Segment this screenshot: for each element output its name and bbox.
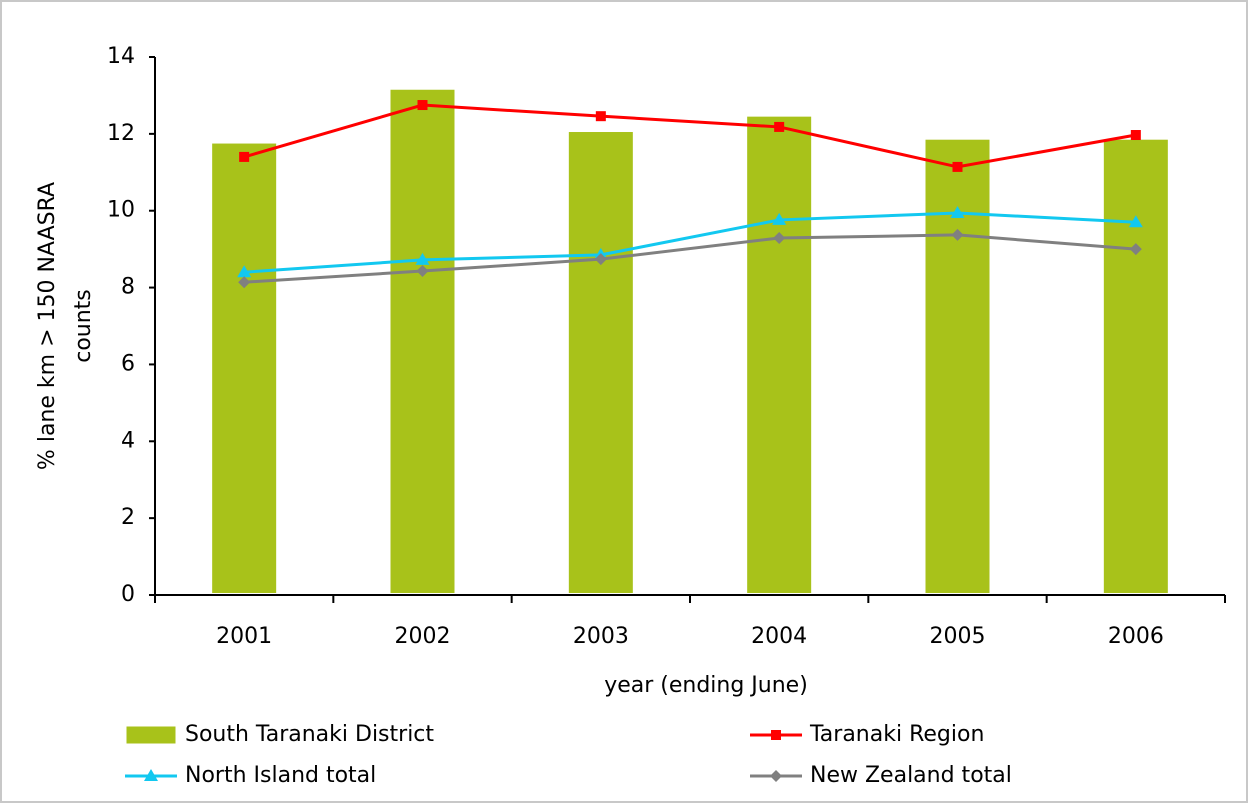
line: [244, 211, 1136, 274]
legend-label: New Zealand total: [810, 763, 1012, 788]
bar: [208, 139, 281, 598]
x-axis-label: year (ending June): [604, 673, 808, 698]
legend-marker: [144, 769, 158, 781]
x-tick-label: 2003: [573, 624, 629, 649]
y-tick-label: 4: [121, 428, 135, 453]
x-tick-label: 2002: [395, 624, 451, 649]
point: [239, 151, 250, 162]
bar: [564, 128, 637, 597]
point: [1130, 130, 1141, 141]
y-tick-label: 8: [121, 275, 135, 300]
line: [244, 233, 1136, 284]
point: [415, 252, 430, 265]
legend-label: North Island total: [185, 763, 376, 788]
bar: [743, 112, 816, 598]
point: [952, 161, 963, 172]
point: [416, 265, 429, 278]
y-tick-label: 2: [121, 505, 135, 530]
y-axis-label: % lane km > 150 NAASRA: [35, 182, 60, 470]
point: [1128, 215, 1143, 228]
y-axis-label: counts: [71, 289, 96, 363]
y-tick-label: 6: [121, 351, 135, 376]
x-tick-label: 2006: [1108, 624, 1164, 649]
y-tick-label: 10: [107, 198, 135, 223]
point: [238, 276, 251, 289]
point: [237, 265, 252, 278]
line: [243, 103, 1137, 169]
point: [773, 231, 786, 244]
point: [772, 212, 787, 225]
x-tick-label: 2001: [216, 624, 272, 649]
y-tick-label: 12: [107, 121, 135, 146]
legend-marker: [770, 770, 782, 782]
y-tick-label: 0: [121, 582, 135, 607]
legend-marker: [771, 730, 781, 740]
point: [595, 111, 606, 122]
y-tick-label: 14: [107, 44, 135, 69]
legend-swatch: [123, 723, 179, 747]
x-tick-label: 2005: [930, 624, 986, 649]
bar: [1099, 135, 1172, 597]
point: [951, 228, 964, 241]
legend-label: South Taranaki District: [185, 722, 434, 747]
legend-label: Taranaki Region: [809, 722, 984, 747]
point: [950, 206, 965, 219]
x-tick-label: 2004: [751, 624, 807, 649]
point: [1129, 243, 1142, 256]
point: [417, 100, 428, 111]
point: [594, 253, 607, 266]
bar: [386, 85, 459, 597]
point: [774, 121, 785, 132]
